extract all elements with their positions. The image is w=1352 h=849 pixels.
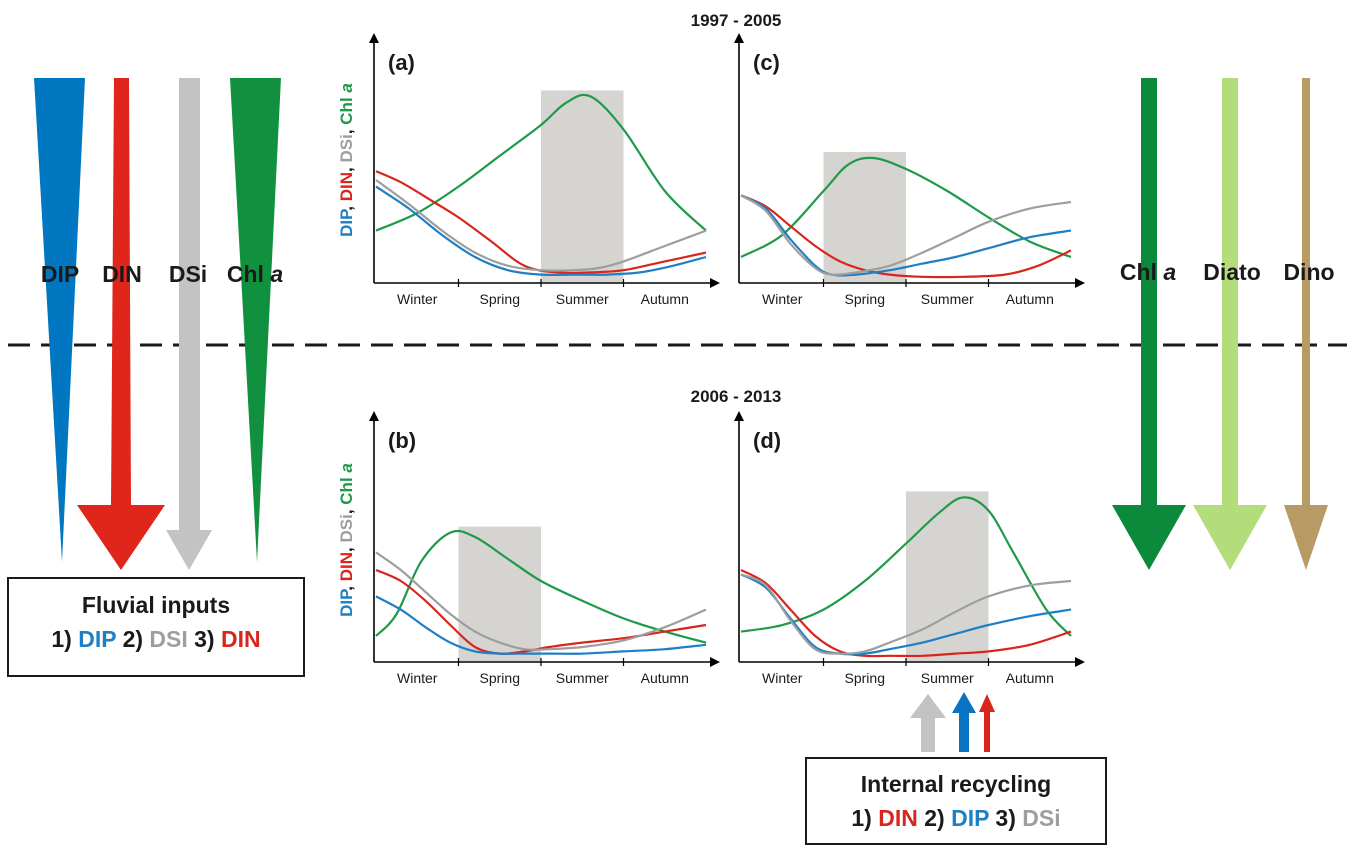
right-arrow-label-diato: Diato — [1203, 259, 1261, 285]
chl-label-italic: a — [270, 261, 283, 287]
series-line-dsi — [740, 573, 1072, 655]
recycling-ranking: 1) DIN 2) DIP 3) DSi — [851, 805, 1060, 831]
left-arrow-label-chl: Chl a — [227, 261, 283, 287]
recycling-arrows — [910, 692, 995, 752]
season-label-autumn: Autumn — [1006, 670, 1054, 686]
shaded-season-box — [906, 491, 989, 661]
left-arrow-label-dsi: DSi — [169, 261, 207, 287]
chl-trend-arrow — [1112, 78, 1186, 570]
series-line-din — [375, 170, 707, 275]
panel-title: (d) — [753, 428, 781, 453]
chart-panels: Winter Spring Summer Autumn (a) DIP, DIN, DSi… — [337, 33, 1085, 686]
panel-title: (b) — [388, 428, 416, 453]
chl-right-italic: a — [1163, 259, 1176, 285]
season-label-summer: Summer — [556, 291, 609, 307]
shaded-season-box — [541, 90, 624, 283]
chl-input-arrow — [230, 78, 281, 562]
series-line-din — [740, 569, 1072, 658]
season-label-summer: Summer — [921, 291, 974, 307]
season-label-spring: Spring — [845, 291, 885, 307]
series-line-dsi — [375, 179, 707, 272]
fluvial-title: Fluvial inputs — [82, 592, 230, 618]
chart-panel-0: Winter Spring Summer Autumn (a) DIP, DIN, DSi… — [337, 33, 720, 307]
season-label-autumn: Autumn — [641, 291, 689, 307]
din-recycling-arrow — [979, 694, 995, 752]
right-arrow-label-chl: Chl a — [1120, 259, 1176, 285]
right-arrows: Chl a Diato Dino — [1112, 78, 1335, 570]
chl-right-main: Chl — [1120, 259, 1163, 285]
series-line-chl-a — [375, 529, 707, 644]
season-label-spring: Spring — [845, 670, 885, 686]
right-arrow-label-dino: Dino — [1283, 259, 1334, 285]
left-arrow-label-dip: DIP — [41, 261, 79, 287]
dsi-input-arrow — [166, 78, 212, 570]
shaded-season-box — [458, 526, 541, 661]
chart-panel-1: Winter Spring Summer Autumn (c) — [734, 33, 1085, 307]
chart-panel-3: Winter Spring Summer Autumn (d) — [734, 411, 1085, 686]
season-label-winter: Winter — [762, 670, 803, 686]
series-line-chl-a — [375, 93, 707, 232]
season-label-spring: Spring — [480, 291, 520, 307]
chl-label-main: Chl — [227, 261, 270, 287]
season-label-autumn: Autumn — [641, 670, 689, 686]
series-line-dsi — [740, 194, 1072, 276]
dip-input-arrow — [34, 78, 85, 562]
season-label-autumn: Autumn — [1006, 291, 1054, 307]
panel-title: (a) — [388, 50, 415, 75]
series-line-chl-a — [740, 156, 1072, 259]
recycling-title: Internal recycling — [861, 771, 1051, 797]
series-line-dsi — [375, 551, 707, 651]
season-label-summer: Summer — [556, 670, 609, 686]
fluvial-inputs-box: Fluvial inputs 1) DIP 2) DSI 3) DIN — [7, 577, 305, 677]
series-line-dip — [375, 595, 707, 655]
din-input-arrow — [77, 78, 165, 570]
dsi-recycling-arrow — [910, 694, 946, 752]
internal-recycling-box: Internal recycling 1) DIN 2) DIP 3) DSi — [805, 757, 1107, 845]
series-line-dip — [740, 573, 1072, 656]
series-line-dip — [740, 194, 1072, 277]
dip-recycling-arrow — [952, 692, 976, 752]
period-label-top: 1997 - 2005 — [691, 11, 782, 30]
series-line-chl-a — [740, 496, 1072, 637]
panel-title: (c) — [753, 50, 780, 75]
period-label-bottom: 2006 - 2013 — [691, 387, 782, 406]
fluvial-ranking: 1) DIP 2) DSI 3) DIN — [51, 626, 260, 652]
shaded-season-box — [823, 152, 906, 282]
season-label-spring: Spring — [480, 670, 520, 686]
diato-trend-arrow — [1193, 78, 1267, 570]
chart-panel-2: Winter Spring Summer Autumn (b) DIP, DIN, DSi… — [337, 411, 720, 686]
y-axis-label: DIP, DIN, DSi, Chl a — [337, 83, 356, 237]
season-label-winter: Winter — [397, 670, 438, 686]
season-label-summer: Summer — [921, 670, 974, 686]
season-label-winter: Winter — [762, 291, 803, 307]
left-arrow-label-din: DIN — [102, 261, 142, 287]
dino-trend-arrow — [1284, 78, 1328, 570]
season-label-winter: Winter — [397, 291, 438, 307]
left-arrows: DIP DIN DSi Chl a — [34, 78, 283, 570]
series-line-dip — [375, 185, 707, 277]
y-axis-label: DIP, DIN, DSi, Chl a — [337, 463, 356, 617]
